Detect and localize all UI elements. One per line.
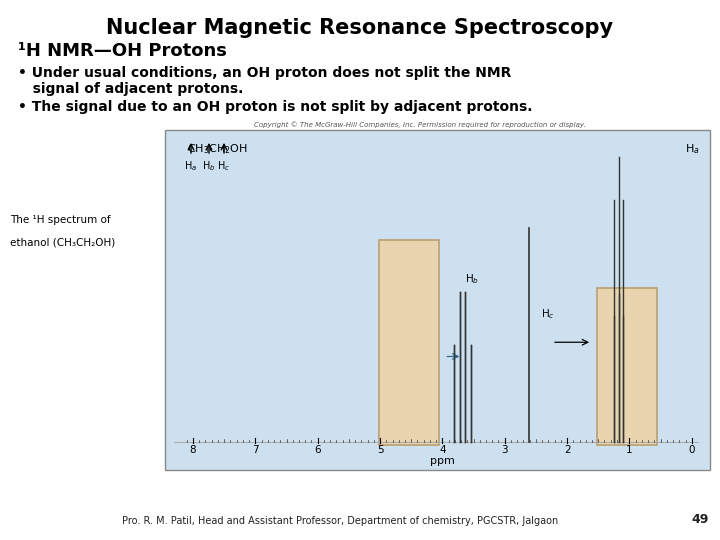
Text: • Under usual conditions, an OH proton does not split the NMR: • Under usual conditions, an OH proton d… <box>18 66 511 80</box>
Text: Nuclear Magnetic Resonance Spectroscopy: Nuclear Magnetic Resonance Spectroscopy <box>107 18 613 38</box>
Text: Pro. R. M. Patil, Head and Assistant Professor, Department of chemistry, PGCSTR,: Pro. R. M. Patil, Head and Assistant Pro… <box>122 516 558 526</box>
Text: 0: 0 <box>688 445 695 455</box>
Text: ppm: ppm <box>430 456 455 466</box>
Text: The ¹H spectrum of: The ¹H spectrum of <box>10 215 111 225</box>
Text: H$_a$: H$_a$ <box>685 142 700 156</box>
Text: 7: 7 <box>252 445 258 455</box>
Text: H$_b$: H$_b$ <box>202 159 216 173</box>
Text: 5: 5 <box>377 445 383 455</box>
Text: H$_c$: H$_c$ <box>217 159 230 173</box>
Text: 1: 1 <box>626 445 633 455</box>
Text: 2: 2 <box>564 445 570 455</box>
Text: ¹H NMR—OH Protons: ¹H NMR—OH Protons <box>18 42 227 60</box>
Bar <box>165 130 710 470</box>
Text: H$_c$: H$_c$ <box>541 307 555 321</box>
Bar <box>379 240 439 445</box>
Text: • The signal due to an OH proton is not split by adjacent protons.: • The signal due to an OH proton is not … <box>18 100 533 114</box>
Text: 6: 6 <box>315 445 321 455</box>
Text: Copyright © The McGraw-Hill Companies, Inc. Permission required for reproduction: Copyright © The McGraw-Hill Companies, I… <box>254 121 586 127</box>
Text: 8: 8 <box>189 445 197 455</box>
Text: signal of adjacent protons.: signal of adjacent protons. <box>18 82 243 96</box>
Text: 49: 49 <box>691 513 708 526</box>
Text: 4: 4 <box>439 445 446 455</box>
Text: CH$_3$CH$_2$OH: CH$_3$CH$_2$OH <box>187 142 248 156</box>
Text: H$_b$: H$_b$ <box>464 272 479 286</box>
Text: 3: 3 <box>501 445 508 455</box>
Text: ethanol (CH₃CH₂OH): ethanol (CH₃CH₂OH) <box>10 237 115 247</box>
Text: H$_a$: H$_a$ <box>184 159 197 173</box>
Bar <box>597 288 657 445</box>
